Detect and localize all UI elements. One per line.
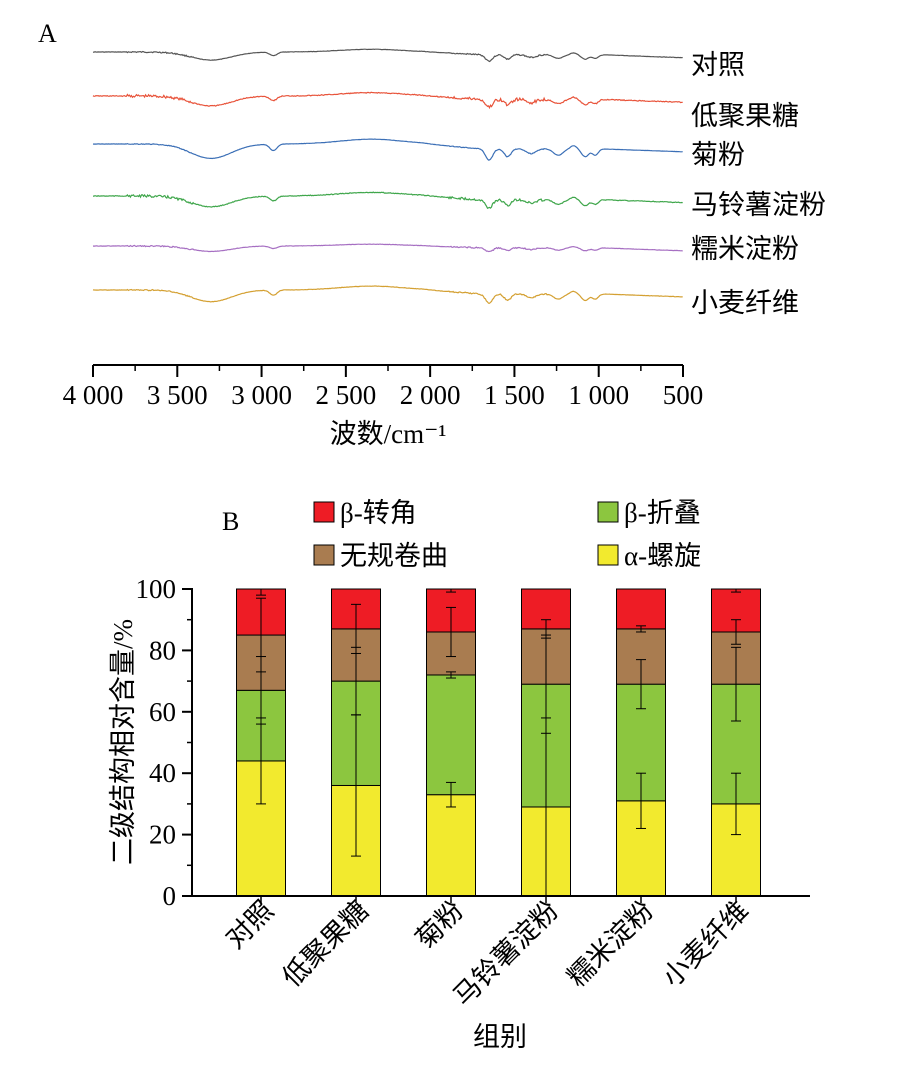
spectrum-line	[92, 285, 683, 304]
spectrum-label: 糯米淀粉	[691, 234, 799, 264]
x-axis-label-b: 组别	[473, 1022, 527, 1052]
spectrum-label: 马铃薯淀粉	[691, 190, 826, 220]
x-tick-label: 2 000	[400, 380, 461, 410]
ftir-spectra	[92, 48, 683, 304]
error-bars	[256, 588, 741, 897]
bar-segment	[616, 588, 666, 630]
spectrum-line	[93, 191, 683, 209]
legend-label: 无规卷曲	[340, 541, 448, 571]
panel-b-label: B	[222, 507, 239, 536]
legend-label: α-螺旋	[624, 541, 701, 571]
x-tick-label: 3 500	[147, 380, 208, 410]
category-label: 小麦纤维	[657, 895, 755, 993]
spectrum-line	[92, 48, 683, 63]
x-axis-label: 波数/cm⁻¹	[330, 419, 447, 449]
panel-a-label: A	[38, 19, 57, 48]
y-tick-label: 100	[136, 574, 177, 604]
y-tick-label: 40	[149, 758, 176, 788]
bar-segment	[426, 794, 476, 897]
stacked-bars	[236, 588, 761, 897]
category-label: 对照	[220, 895, 279, 954]
x-axis-ticks: 4 000 3 500 3 000 2 500 2 000 1 500 1 000 500	[63, 365, 704, 410]
x-tick-label: 1 500	[484, 380, 545, 410]
category-label: 糯米淀粉	[562, 895, 660, 993]
y-tick-label: 0	[163, 881, 177, 911]
legend-swatch	[313, 544, 335, 566]
spectrum-line	[92, 138, 683, 161]
spectrum-line	[92, 243, 683, 253]
spectrum-label: 对照	[691, 50, 745, 80]
legend-label: β-转角	[340, 498, 417, 528]
legend-swatch	[313, 501, 335, 523]
x-tick-label: 3 000	[231, 380, 292, 410]
y-tick-label: 20	[149, 820, 176, 850]
y-tick-label: 60	[149, 697, 176, 727]
legend-swatch	[597, 544, 619, 566]
spectrum-line	[92, 91, 683, 110]
y-axis-label: 二级结构相对含量/%	[108, 619, 138, 865]
category-label: 菊粉	[410, 895, 469, 954]
spectrum-label: 菊粉	[691, 140, 745, 170]
spectrum-label: 低聚果糖	[691, 101, 799, 131]
bar-segment	[426, 674, 476, 796]
legend-label: β-折叠	[624, 498, 701, 528]
x-tick-label: 4 000	[63, 380, 124, 410]
x-tick-label: 1 000	[568, 380, 629, 410]
legend-swatch	[597, 501, 619, 523]
y-axis-ticks: 0 20 40 60 80 100	[136, 574, 192, 911]
x-tick-label: 500	[663, 380, 704, 410]
y-tick-label: 80	[149, 635, 176, 665]
spectrum-label: 小麦纤维	[691, 288, 799, 318]
x-tick-label: 2 500	[315, 380, 376, 410]
category-label: 低聚果糖	[277, 895, 375, 993]
